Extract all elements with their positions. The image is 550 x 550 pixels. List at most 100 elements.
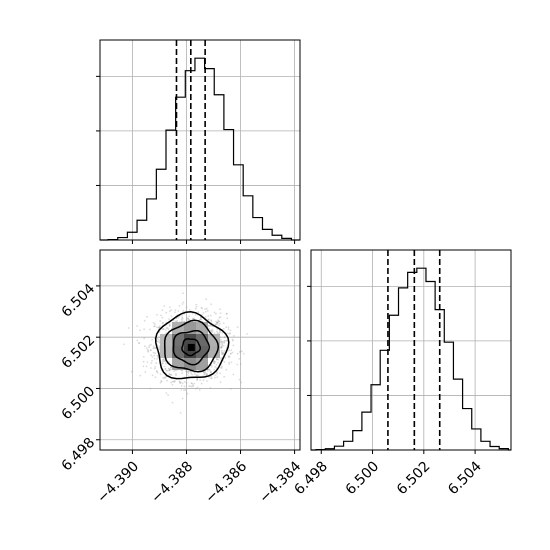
scatter-point	[229, 329, 232, 332]
scatter-point	[147, 350, 150, 353]
scatter-point	[164, 377, 167, 379]
scatter-point	[221, 353, 224, 355]
scatter-point	[196, 374, 198, 376]
scatter-point	[182, 301, 185, 304]
scatter-point	[187, 372, 190, 375]
scatter-point	[156, 313, 158, 316]
scatter-point	[222, 327, 225, 330]
scatter-point	[160, 380, 163, 383]
scatter-point	[170, 374, 173, 376]
scatter-point	[210, 324, 212, 327]
joint-xtick-label-1: −4.388	[148, 458, 196, 506]
scatter-point	[218, 316, 221, 319]
scatter-point	[230, 361, 233, 364]
scatter-point	[157, 326, 160, 329]
joint-contour-3	[154, 311, 230, 380]
scatter-point	[217, 358, 220, 361]
scatter-point	[187, 375, 190, 378]
scatter-point	[150, 349, 152, 352]
scatter-point	[158, 336, 161, 339]
scatter-point	[151, 374, 154, 377]
scatter-point	[222, 322, 225, 324]
scatter-point	[207, 324, 210, 327]
scatter-point	[210, 371, 212, 373]
x-hist-histogram-steps	[100, 57, 300, 241]
scatter-point	[221, 349, 223, 352]
y-marginal-histogram: 6.498 6.500 6.502 6.504	[291, 249, 512, 498]
scatter-point	[173, 380, 176, 382]
scatter-point	[193, 382, 196, 385]
scatter-point	[158, 325, 161, 327]
scatter-point	[215, 320, 217, 323]
scatter-point	[181, 369, 184, 372]
scatter-point	[149, 387, 152, 390]
scatter-point	[168, 323, 171, 326]
scatter-point	[219, 340, 222, 343]
scatter-point	[180, 385, 183, 387]
joint-ytick-label-2: 6.502	[59, 332, 99, 372]
scatter-point	[221, 332, 224, 334]
scatter-point	[187, 370, 190, 373]
scatter-point	[153, 347, 156, 349]
scatter-point	[168, 361, 171, 363]
scatter-point	[152, 347, 155, 350]
scatter-point	[168, 310, 171, 313]
scatter-point	[229, 332, 232, 334]
scatter-point	[195, 374, 198, 377]
scatter-point	[230, 352, 232, 355]
scatter-point	[209, 387, 212, 389]
scatter-point	[214, 376, 216, 379]
scatter-point	[220, 346, 223, 349]
scatter-point	[177, 316, 180, 319]
scatter-point	[220, 345, 223, 348]
scatter-point	[181, 315, 184, 317]
scatter-point	[220, 367, 222, 369]
scatter-point	[165, 362, 167, 365]
scatter-point	[228, 349, 230, 352]
scatter-point	[232, 344, 235, 347]
joint-ytick-label-1: 6.500	[59, 383, 99, 423]
scatter-point	[164, 368, 167, 370]
scatter-point	[188, 315, 191, 318]
scatter-point	[214, 360, 217, 363]
scatter-point	[163, 376, 166, 379]
scatter-point	[205, 298, 208, 301]
scatter-point	[170, 366, 173, 369]
scatter-point	[215, 312, 217, 315]
scatter-point	[200, 382, 203, 385]
scatter-point	[220, 340, 223, 343]
scatter-point	[145, 365, 148, 368]
scatter-point	[228, 363, 231, 365]
scatter-point	[175, 372, 177, 375]
scatter-point	[221, 352, 224, 354]
scatter-point	[144, 371, 147, 373]
scatter-point	[161, 360, 164, 363]
scatter-point	[127, 327, 130, 329]
scatter-point	[209, 371, 212, 374]
scatter-point	[236, 363, 239, 366]
joint-frame	[99, 249, 301, 451]
scatter-point	[167, 394, 170, 396]
density-cell	[208, 346, 220, 358]
scatter-point	[223, 361, 226, 363]
scatter-point	[185, 318, 188, 321]
scatter-point	[192, 317, 194, 320]
scatter-point	[210, 364, 213, 366]
scatter-point	[164, 329, 167, 331]
scatter-point	[170, 366, 172, 369]
scatter-point	[240, 381, 243, 384]
scatter-point	[190, 372, 193, 375]
scatter-point	[225, 339, 228, 342]
scatter-point	[196, 377, 199, 380]
scatter-point	[203, 372, 206, 375]
scatter-point	[211, 328, 214, 331]
scatter-point	[218, 324, 220, 326]
scatter-point	[163, 365, 166, 368]
scatter-point	[199, 318, 201, 321]
scatter-point	[156, 354, 159, 357]
scatter-point	[122, 343, 125, 346]
scatter-point	[212, 362, 215, 365]
scatter-point	[181, 316, 184, 319]
scatter-point	[215, 364, 218, 366]
